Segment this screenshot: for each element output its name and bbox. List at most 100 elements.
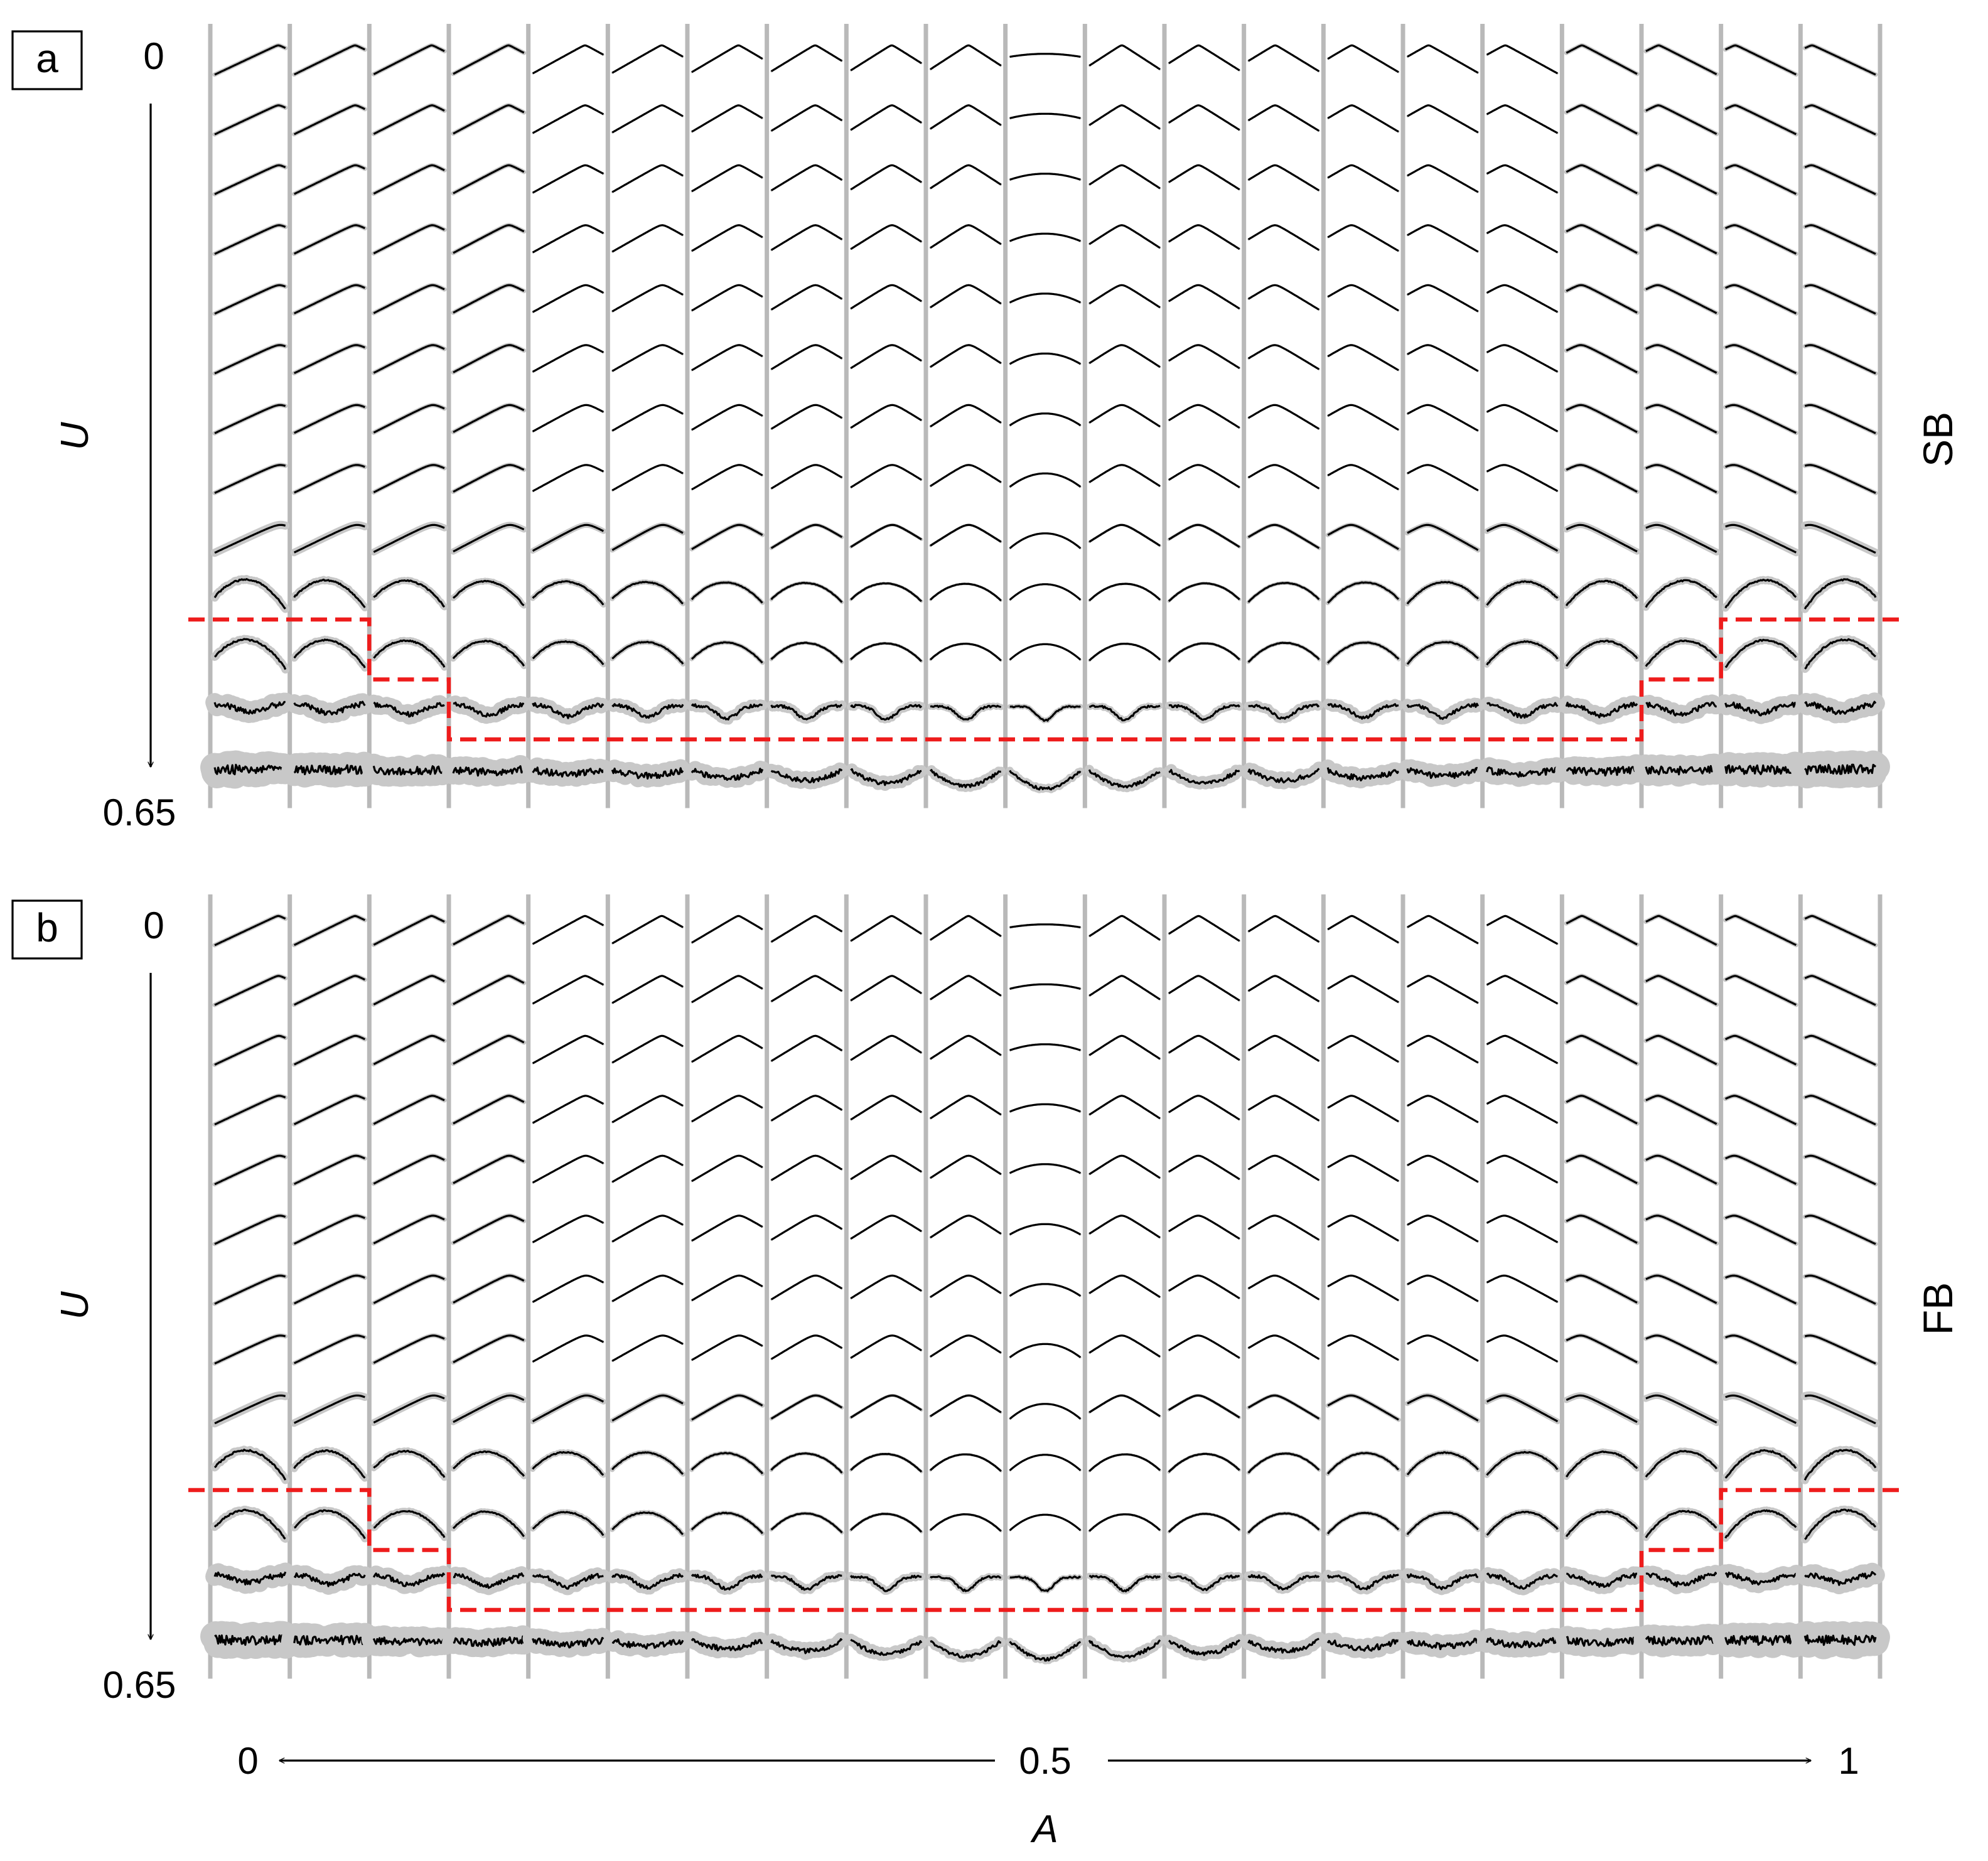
grid-cell [1480,696,1564,724]
mean-curve [611,640,684,665]
grid-cell [929,1095,1002,1120]
grid-cell [1486,404,1559,432]
mean-curve [690,1452,764,1475]
mean-curve [293,1394,365,1424]
spread-band [849,164,923,191]
grid-cell [849,284,923,310]
grid-cell [1564,913,1640,947]
spread-band [210,1505,290,1543]
spread-band [847,700,926,724]
grid-cell [365,1565,453,1594]
mean-curve [1327,164,1399,193]
grid-cell [1564,402,1640,434]
grid-cell [1721,1392,1800,1427]
grid-cell [530,1392,606,1425]
mean-curve [453,579,525,606]
panel-letter-box [11,30,83,90]
grid-cell [1559,695,1645,725]
grid-cell [451,282,527,315]
mean-curve [1406,1638,1478,1650]
grid-cell [1088,1274,1161,1299]
grid-cell [212,973,288,1007]
grid-cell [1564,1093,1640,1126]
mean-curve [213,578,286,610]
grid-cell [1006,1638,1085,1665]
mean-curve [850,768,922,786]
grid-cell [1247,284,1320,311]
mean-curve [293,1634,366,1646]
grid-cell [205,1562,295,1594]
mean-curve [611,1573,684,1590]
mean-curve [691,975,763,1004]
mean-curve [213,1571,287,1586]
spread-band [1326,1034,1400,1063]
grid-cell [1406,1154,1480,1183]
grid-cell [1088,1095,1161,1120]
mean-curve [214,104,286,136]
spread-band [1168,464,1241,489]
grid-cell [1246,1511,1321,1535]
grid-cell [1643,463,1719,495]
spread-band [690,1034,764,1063]
spread-band [1643,1153,1719,1186]
mean-curve [1486,464,1559,492]
grid-cell [1716,1563,1805,1594]
grid-cell [1476,757,1568,787]
grid-cell [1802,43,1878,77]
grid-cell [1009,232,1082,242]
mean-curve [929,582,1002,602]
grid-cell [1484,578,1561,608]
mean-curve [1168,404,1240,429]
mean-curve [293,1154,365,1185]
mean-curve [1725,1334,1797,1365]
mean-curve [1407,1215,1479,1243]
panel-letter: a [36,36,58,81]
mean-curve [1486,702,1559,719]
grid-cell [611,284,684,313]
mean-curve [1566,44,1638,75]
a-axis: 0 0.5 1 A [237,1740,1859,1851]
mean-curve [1566,975,1638,1006]
grid-cell [929,642,1002,662]
mean-curve [1168,1334,1240,1359]
grid-cell [1009,112,1082,119]
spread-band [1564,913,1640,947]
mean-curve [1088,1453,1161,1472]
grid-cell [689,580,765,605]
mean-curve [930,1034,1002,1060]
grid-cell [1247,1334,1320,1360]
grid-cell [849,914,923,942]
spread-band [1088,44,1161,70]
mean-curve [1407,224,1479,253]
mean-curve [1645,344,1717,374]
spread-band [1168,284,1241,310]
grid-cell [1168,1274,1241,1300]
spread-band [1486,464,1559,493]
grid-cell [292,343,367,376]
mean-curve [611,104,684,134]
grid-cell [1484,1449,1561,1478]
grid-cell [849,104,923,131]
grid-cell [526,1567,610,1596]
grid-cell [532,44,604,75]
spread-band [371,402,447,435]
grid-cell [200,750,300,789]
grid-cell [611,1334,684,1362]
grid-cell [212,1273,288,1306]
grid-cell [1006,766,1085,793]
spread-band [532,284,604,313]
grid-cell [1247,464,1320,490]
spread-band [1643,463,1719,495]
mean-curve [1088,1513,1161,1532]
grid-cell [1009,292,1082,304]
mean-curve [1088,1215,1161,1239]
grid-cell [451,1153,527,1186]
grid-cell [212,402,288,436]
spread-band [1486,1095,1559,1124]
grid-cell [1009,1043,1082,1051]
mean-curve [214,1449,287,1481]
grid-cell [1564,973,1640,1007]
grid-cell [1564,1273,1640,1305]
grid-cell [849,1334,923,1360]
spread-band [451,43,527,77]
